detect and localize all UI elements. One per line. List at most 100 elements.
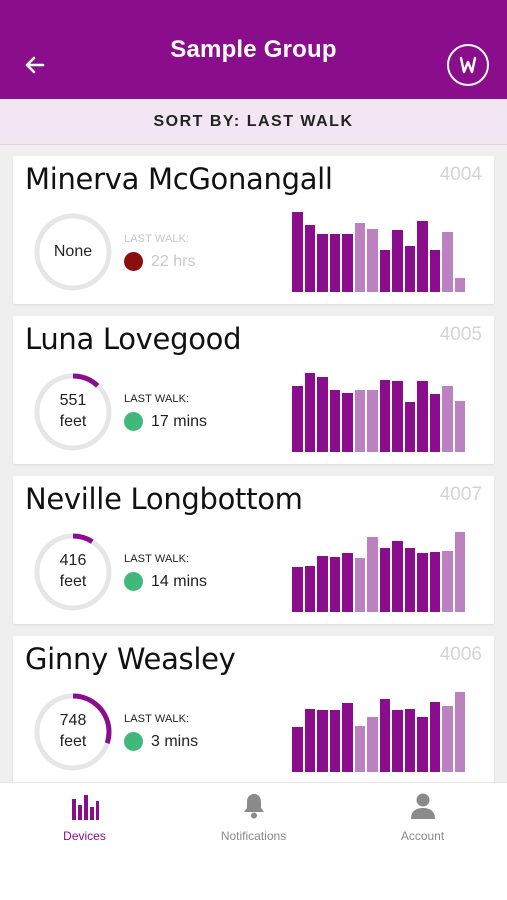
activity-bar: [354, 223, 365, 292]
activity-bar: [342, 553, 353, 612]
activity-bar: [417, 381, 428, 452]
activity-bar: [392, 541, 403, 612]
tab-account[interactable]: Account: [338, 783, 507, 852]
activity-bar: [442, 706, 453, 772]
activity-bar: [292, 727, 303, 772]
ring-progress: [34, 373, 112, 451]
activity-bar: [454, 278, 465, 292]
activity-bar: [342, 703, 353, 772]
device-card[interactable]: Neville Longbottom 4007 416 feet LAST WALK:…: [13, 476, 494, 624]
activity-bar: [367, 229, 378, 292]
distance-value: 748 feet: [59, 712, 87, 750]
last-walk-status: 17 mins: [124, 412, 207, 431]
back-button[interactable]: [20, 50, 50, 80]
activity-bar: [329, 390, 340, 452]
ring-progress: [34, 693, 112, 771]
device-name: Minerva McGonangall: [25, 162, 333, 196]
device-card[interactable]: Ginny Weasley 4006 748 feet LAST WALK: 3 min…: [13, 636, 494, 782]
activity-bar: [342, 393, 353, 452]
status-dot: [124, 252, 143, 271]
bottom-tab-bar: Devices Notifications Account: [0, 782, 507, 852]
page-title: Sample Group: [170, 35, 337, 63]
distance-ring: 748 feet: [33, 692, 113, 772]
activity-bar: [367, 390, 378, 452]
bell-icon: [240, 791, 268, 821]
activity-bar: [429, 552, 440, 612]
arrow-left-icon: [25, 56, 45, 74]
device-card[interactable]: Luna Lovegood 4005 551 feet LAST WALK: 17 mi…: [13, 316, 494, 464]
distance-value: None: [53, 242, 93, 260]
activity-bar: [317, 556, 328, 612]
device-id: 4005: [439, 324, 482, 345]
last-walk-time: 14 mins: [151, 572, 208, 590]
person-icon: [409, 791, 437, 821]
device-name: Ginny Weasley: [25, 642, 236, 676]
activity-bar: [317, 234, 328, 292]
activity-bar: [292, 212, 303, 292]
last-walk-label: LAST WALK:: [124, 713, 190, 725]
activity-bar: [429, 250, 440, 292]
activity-bar: [304, 566, 315, 612]
activity-bar-chart: [292, 372, 476, 452]
activity-bar: [404, 246, 415, 292]
device-id: 4007: [439, 484, 482, 505]
activity-bar: [417, 717, 428, 772]
activity-bar: [304, 373, 315, 452]
activity-bar: [404, 709, 415, 772]
activity-bar-chart: [292, 692, 476, 772]
last-walk-label: LAST WALK:: [124, 553, 190, 565]
activity-bar-chart: [292, 532, 476, 612]
activity-bar: [392, 230, 403, 292]
device-id: 4004: [439, 164, 482, 185]
activity-bar: [292, 567, 303, 612]
last-walk-status: 14 mins: [124, 572, 207, 591]
distance-ring: 551 feet: [33, 372, 113, 452]
last-walk-time: 17 mins: [151, 412, 208, 430]
ring-track: [34, 213, 112, 291]
activity-bar: [342, 234, 353, 292]
distance-ring: None: [33, 212, 113, 292]
device-id: 4006: [439, 644, 482, 665]
logo-button[interactable]: [447, 44, 489, 86]
last-walk-time: 3 mins: [151, 732, 199, 750]
tab-notifications[interactable]: Notifications: [169, 783, 338, 852]
activity-bar: [292, 386, 303, 452]
activity-bar: [329, 710, 340, 772]
sort-button[interactable]: SORT BY: LAST WALK: [0, 99, 507, 145]
activity-bar: [454, 401, 465, 452]
w-logo-icon: [459, 56, 477, 74]
activity-bar: [379, 699, 390, 772]
status-dot: [124, 412, 143, 431]
activity-bar: [392, 710, 403, 772]
activity-bar: [379, 250, 390, 292]
activity-bar: [417, 553, 428, 612]
status-dot: [124, 572, 143, 591]
bottom-safe-area: [0, 852, 507, 900]
last-walk-label: LAST WALK:: [124, 393, 190, 405]
ring-progress: [34, 533, 112, 611]
last-walk-status: 22 hrs: [124, 252, 195, 271]
last-walk-time: 22 hrs: [151, 252, 196, 270]
activity-bar: [329, 557, 340, 612]
device-card[interactable]: Minerva McGonangall 4004 None LAST WALK: 22 …: [13, 156, 494, 304]
tab-devices[interactable]: Devices: [0, 783, 169, 852]
device-name: Luna Lovegood: [25, 322, 242, 356]
app-header: Sample Group: [0, 0, 507, 99]
activity-bar: [442, 386, 453, 452]
distance-value: 551 feet: [59, 392, 87, 430]
device-list: Minerva McGonangall 4004 None LAST WALK: 22 …: [0, 145, 507, 782]
activity-bar: [454, 532, 465, 612]
activity-bar: [317, 377, 328, 452]
activity-bar: [379, 548, 390, 612]
activity-bar: [429, 394, 440, 452]
activity-bar: [404, 402, 415, 452]
activity-bar: [329, 234, 340, 292]
activity-bar: [354, 390, 365, 452]
activity-bar: [404, 548, 415, 612]
activity-bar: [354, 558, 365, 612]
activity-bar: [354, 726, 365, 772]
activity-bar: [367, 537, 378, 612]
status-dot: [124, 732, 143, 751]
activity-bar: [304, 225, 315, 292]
activity-bar: [392, 381, 403, 452]
